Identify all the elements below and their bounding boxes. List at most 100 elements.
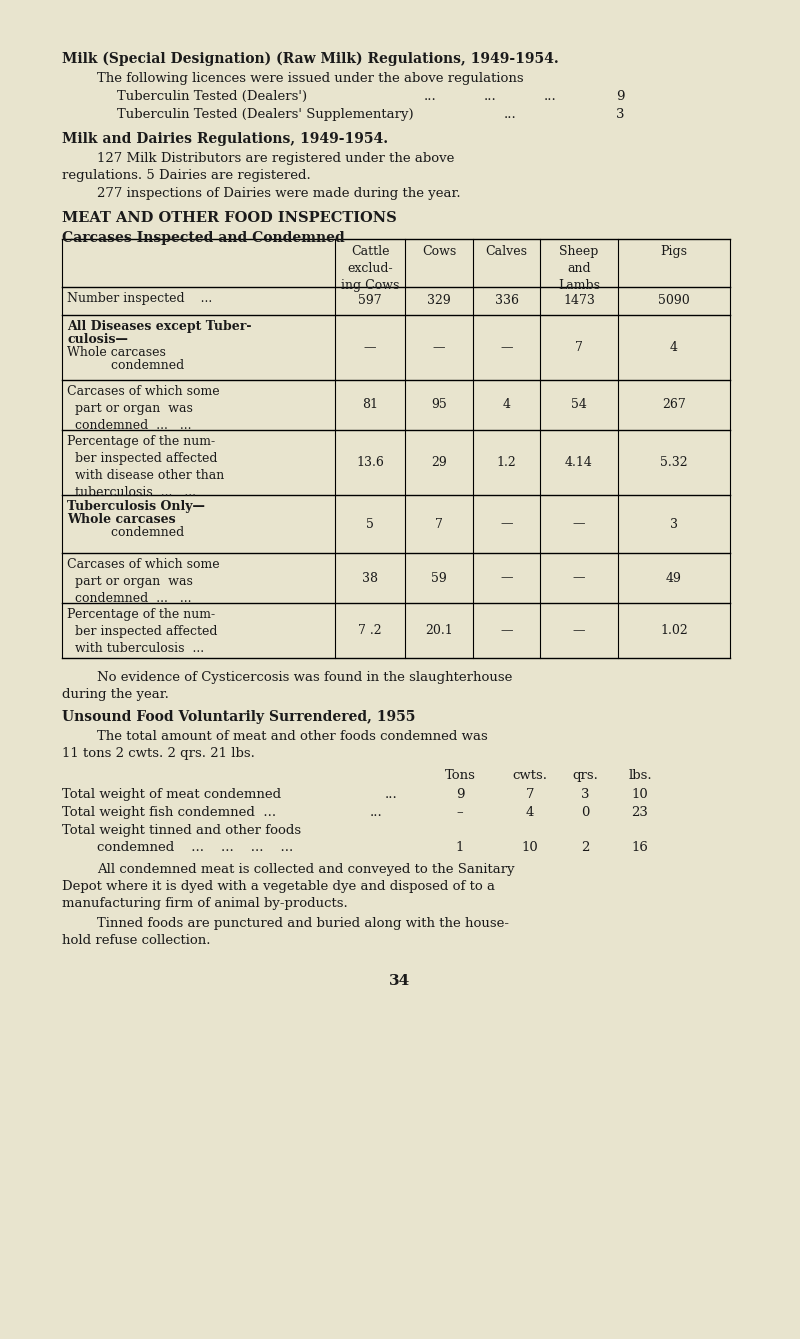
Text: 9: 9 <box>616 90 624 103</box>
Text: Number inspected    ...: Number inspected ... <box>67 292 212 305</box>
Text: ...: ... <box>484 90 496 103</box>
Text: Tinned foods are punctured and buried along with the house-: Tinned foods are punctured and buried al… <box>97 917 509 931</box>
Text: 59: 59 <box>431 572 447 585</box>
Text: Milk (Special Designation) (Raw Milk) Regulations, 1949-1954.: Milk (Special Designation) (Raw Milk) Re… <box>62 52 558 67</box>
Text: —: — <box>500 341 513 353</box>
Text: 9: 9 <box>456 787 464 801</box>
Text: qrs.: qrs. <box>572 769 598 782</box>
Text: 336: 336 <box>494 295 518 308</box>
Text: Total weight fish condemned  ...: Total weight fish condemned ... <box>62 806 276 819</box>
Text: 3: 3 <box>670 517 678 530</box>
Text: 7: 7 <box>526 787 534 801</box>
Text: 4: 4 <box>526 806 534 819</box>
Text: condemned    ...    ...    ...    ...: condemned ... ... ... ... <box>97 841 294 854</box>
Text: 329: 329 <box>427 295 451 308</box>
Text: Whole carcases: Whole carcases <box>67 513 176 526</box>
Text: Pigs: Pigs <box>661 245 687 258</box>
Text: —: — <box>500 572 513 585</box>
Text: 5090: 5090 <box>658 295 690 308</box>
Text: Percentage of the num-
  ber inspected affected
  with disease other than
  tube: Percentage of the num- ber inspected aff… <box>67 435 224 499</box>
Text: 10: 10 <box>522 841 538 854</box>
Text: 7 .2: 7 .2 <box>358 624 382 637</box>
Text: 4.14: 4.14 <box>565 457 593 469</box>
Text: Sheep
and
Lambs: Sheep and Lambs <box>558 245 600 292</box>
Text: 127 Milk Distributors are registered under the above: 127 Milk Distributors are registered und… <box>97 153 454 165</box>
Text: 597: 597 <box>358 295 382 308</box>
Text: The following licences were issued under the above regulations: The following licences were issued under… <box>97 72 524 84</box>
Text: 2: 2 <box>581 841 589 854</box>
Text: Tuberculosis Only—: Tuberculosis Only— <box>67 499 205 513</box>
Text: Tons: Tons <box>445 769 475 782</box>
Text: lbs.: lbs. <box>628 769 652 782</box>
Text: 23: 23 <box>631 806 649 819</box>
Text: Carcases of which some
  part or organ  was
  condemned  ...   ...: Carcases of which some part or organ was… <box>67 558 220 605</box>
Text: 1473: 1473 <box>563 295 595 308</box>
Text: ...: ... <box>424 90 436 103</box>
Text: Carcases Inspected and Condemned: Carcases Inspected and Condemned <box>62 232 345 245</box>
Text: All condemned meat is collected and conveyed to the Sanitary: All condemned meat is collected and conv… <box>97 864 514 876</box>
Text: Carcases of which some
  part or organ  was
  condemned  ...   ...: Carcases of which some part or organ was… <box>67 386 220 432</box>
Text: manufacturing firm of animal by-products.: manufacturing firm of animal by-products… <box>62 897 348 911</box>
Text: ...: ... <box>370 806 382 819</box>
Text: —: — <box>573 572 586 585</box>
Text: 267: 267 <box>662 399 686 411</box>
Text: hold refuse collection.: hold refuse collection. <box>62 935 210 947</box>
Text: 4: 4 <box>670 341 678 353</box>
Text: 277 inspections of Dairies were made during the year.: 277 inspections of Dairies were made dur… <box>97 187 461 200</box>
Text: condemned: condemned <box>67 526 184 540</box>
Text: 1.02: 1.02 <box>660 624 688 637</box>
Text: 54: 54 <box>571 399 587 411</box>
Text: 20.1: 20.1 <box>425 624 453 637</box>
Text: 7: 7 <box>575 341 583 353</box>
Text: Cows: Cows <box>422 245 456 258</box>
Text: condemned: condemned <box>67 359 184 372</box>
Text: 49: 49 <box>666 572 682 585</box>
Text: 16: 16 <box>631 841 649 854</box>
Text: 1.2: 1.2 <box>497 457 516 469</box>
Text: No evidence of Cysticercosis was found in the slaughterhouse: No evidence of Cysticercosis was found i… <box>97 671 512 684</box>
Text: 5.32: 5.32 <box>660 457 688 469</box>
Text: Percentage of the num-
  ber inspected affected
  with tuberculosis  ...: Percentage of the num- ber inspected aff… <box>67 608 218 655</box>
Text: MEAT AND OTHER FOOD INSPECTIONS: MEAT AND OTHER FOOD INSPECTIONS <box>62 212 397 225</box>
Text: 11 tons 2 cwts. 2 qrs. 21 lbs.: 11 tons 2 cwts. 2 qrs. 21 lbs. <box>62 747 255 761</box>
Text: The total amount of meat and other foods condemned was: The total amount of meat and other foods… <box>97 730 488 743</box>
Text: during the year.: during the year. <box>62 688 169 702</box>
Text: —: — <box>500 624 513 637</box>
Text: 81: 81 <box>362 399 378 411</box>
Text: —: — <box>573 517 586 530</box>
Text: All Diseases except Tuber-: All Diseases except Tuber- <box>67 320 251 333</box>
Text: —: — <box>364 341 376 353</box>
Text: 34: 34 <box>390 973 410 988</box>
Text: 7: 7 <box>435 517 443 530</box>
Text: 10: 10 <box>632 787 648 801</box>
Text: 95: 95 <box>431 399 447 411</box>
Text: —: — <box>433 341 446 353</box>
Text: 13.6: 13.6 <box>356 457 384 469</box>
Text: ...: ... <box>385 787 398 801</box>
Text: Unsound Food Voluntarily Surrendered, 1955: Unsound Food Voluntarily Surrendered, 19… <box>62 710 415 724</box>
Text: 3: 3 <box>581 787 590 801</box>
Text: Tuberculin Tested (Dealers' Supplementary): Tuberculin Tested (Dealers' Supplementar… <box>117 108 414 121</box>
Text: culosis—: culosis— <box>67 333 128 345</box>
Text: 4: 4 <box>502 399 510 411</box>
Text: –: – <box>457 806 463 819</box>
Text: Total weight of meat condemned: Total weight of meat condemned <box>62 787 281 801</box>
Text: Total weight tinned and other foods: Total weight tinned and other foods <box>62 823 301 837</box>
Text: Depot where it is dyed with a vegetable dye and disposed of to a: Depot where it is dyed with a vegetable … <box>62 880 495 893</box>
Text: 0: 0 <box>581 806 589 819</box>
Text: Tuberculin Tested (Dealers'): Tuberculin Tested (Dealers') <box>117 90 307 103</box>
Text: 1: 1 <box>456 841 464 854</box>
Text: 3: 3 <box>616 108 624 121</box>
Text: cwts.: cwts. <box>513 769 547 782</box>
Text: Calves: Calves <box>486 245 527 258</box>
Text: ...: ... <box>504 108 516 121</box>
Text: ...: ... <box>544 90 556 103</box>
Text: 38: 38 <box>362 572 378 585</box>
Text: 5: 5 <box>366 517 374 530</box>
Text: regulations. 5 Dairies are registered.: regulations. 5 Dairies are registered. <box>62 169 310 182</box>
Text: Whole carcases: Whole carcases <box>67 345 166 359</box>
Text: Cattle
exclud-
ing Cows: Cattle exclud- ing Cows <box>341 245 399 292</box>
Text: —: — <box>500 517 513 530</box>
Text: —: — <box>573 624 586 637</box>
Text: Milk and Dairies Regulations, 1949-1954.: Milk and Dairies Regulations, 1949-1954. <box>62 133 388 146</box>
